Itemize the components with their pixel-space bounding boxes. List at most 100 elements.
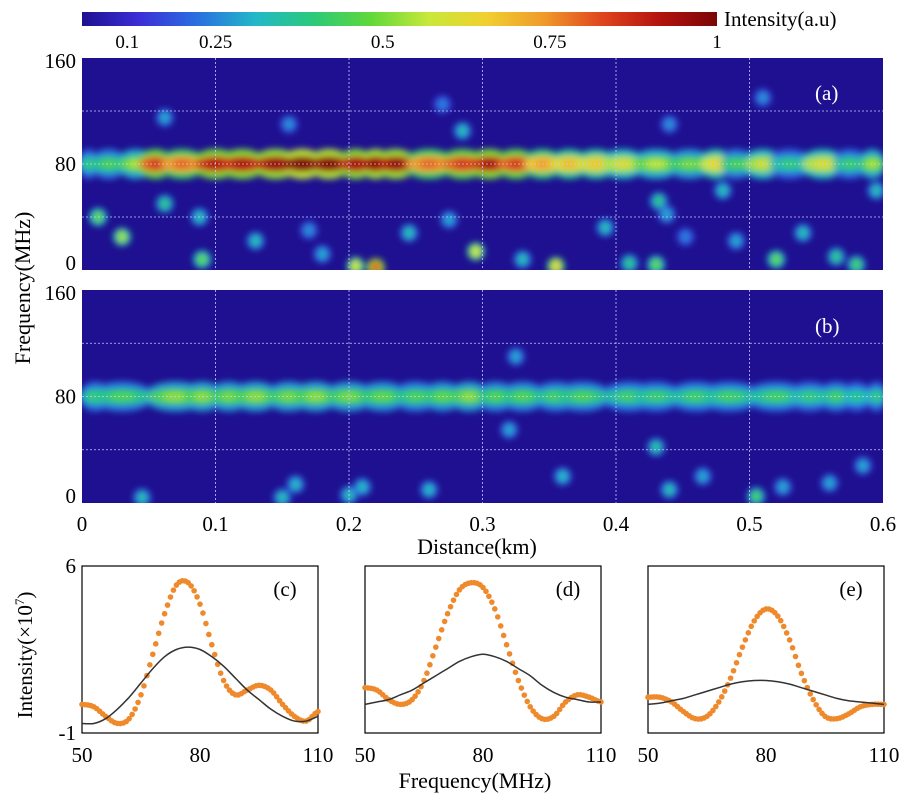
- heat-spot: [651, 441, 662, 454]
- heat-spot: [600, 221, 611, 234]
- line-c-dot: [155, 630, 162, 637]
- band-core: [763, 392, 789, 401]
- line-c-dot: [223, 683, 230, 689]
- line-panel-c-ytick: -1: [59, 721, 77, 745]
- line-panel-c-ytick: 6: [66, 554, 77, 578]
- colorbar-tick-label: 0.25: [199, 32, 232, 53]
- band-core: [849, 392, 863, 401]
- heatmap-b-xtick: 0.3: [469, 512, 495, 536]
- line-e-dot: [727, 675, 734, 681]
- heatmap-b-xtick: 0.5: [736, 512, 762, 536]
- line-panel-e-xtick: 50: [638, 743, 659, 767]
- band-core: [841, 160, 858, 168]
- line-e-dot: [751, 618, 757, 624]
- band-core: [872, 392, 881, 401]
- heat-spot: [159, 111, 170, 124]
- band-core: [84, 160, 93, 168]
- line-c-dot: [158, 620, 165, 626]
- heat-spot: [624, 257, 635, 270]
- line-e-dot: [733, 659, 740, 666]
- band-core: [716, 392, 743, 401]
- line-d-dot: [412, 693, 418, 699]
- heat-spot: [664, 118, 675, 131]
- heat-spot: [424, 483, 435, 496]
- heatmap-b-xtick: 0: [77, 512, 88, 536]
- line-e-dot: [745, 630, 752, 636]
- line-panel-d-frame: [364, 565, 602, 734]
- heat-spot: [664, 483, 675, 496]
- line-e-dot: [777, 617, 784, 624]
- line-e-dot: [780, 623, 787, 630]
- line-c-dot: [194, 594, 200, 600]
- line-e-dot: [783, 630, 790, 636]
- heat-spot: [771, 253, 782, 266]
- colorbar-tick-label: 0.75: [533, 32, 566, 53]
- line-panel-e-xtick: 110: [869, 743, 900, 767]
- line-c-dot: [170, 587, 177, 593]
- heatmap-b-ytick: 0: [66, 484, 77, 508]
- line-e-dot: [775, 613, 781, 619]
- line-e-dot: [718, 694, 725, 700]
- heat-spot: [751, 490, 762, 503]
- line-c-dot: [191, 587, 197, 594]
- line-e-dot: [716, 699, 722, 705]
- line-e-dot: [721, 688, 728, 694]
- heat-spot: [350, 260, 361, 270]
- heat-spot: [550, 260, 561, 270]
- heat-spot: [197, 253, 208, 266]
- line-d-dot: [447, 603, 454, 610]
- colorbar-tick-label: 0.5: [371, 32, 395, 53]
- heatmap-x-axis-label: Distance(km): [417, 534, 537, 559]
- line-e-dot: [789, 645, 796, 651]
- heatmap-a-marks: [82, 88, 883, 270]
- heat-spot: [757, 91, 768, 104]
- band-core: [828, 392, 844, 401]
- band-core: [338, 392, 360, 401]
- line-d-dot: [450, 597, 457, 603]
- line-d-dot: [424, 670, 430, 676]
- line-e-dot: [739, 644, 746, 650]
- line-c-dot: [152, 641, 159, 647]
- line-e-dot: [816, 706, 822, 713]
- heat-spot: [857, 459, 868, 472]
- line-e-dot: [786, 637, 793, 643]
- heat-spot: [437, 98, 448, 111]
- heat-spot: [517, 253, 528, 266]
- heat-spot: [731, 234, 742, 247]
- line-y-axis-label-exp: 7: [12, 598, 27, 605]
- line-panel-e-label: (e): [839, 577, 862, 601]
- line-e-dot: [801, 677, 808, 684]
- line-panel-e-frame: [647, 565, 885, 734]
- line-c-dot: [135, 699, 141, 706]
- line-d-dot: [453, 591, 460, 598]
- line-panel-e-xtick: 80: [756, 743, 777, 767]
- line-d-dot: [492, 606, 498, 612]
- colorbar-tick-label: 1: [712, 32, 722, 53]
- line-c-dot: [203, 620, 209, 627]
- line-panel-c-xtick: 110: [303, 743, 334, 767]
- heatmap-a-ytick: 0: [66, 251, 77, 275]
- band-core: [645, 392, 667, 401]
- heatmap-b-xtick: 0.2: [336, 512, 362, 536]
- line-d-dot: [415, 689, 421, 695]
- heat-spot: [697, 470, 708, 483]
- line-d-dot: [494, 614, 501, 620]
- heat-spot: [250, 234, 261, 247]
- heat-spot: [303, 224, 314, 237]
- line-e-dot: [713, 703, 719, 710]
- line-e-series-line: [647, 679, 885, 706]
- band-core: [780, 160, 800, 168]
- line-x-axis-label: Frequency(MHz): [399, 768, 552, 793]
- heatmap-b-ytick: 80: [55, 385, 76, 409]
- band-core: [460, 392, 478, 401]
- line-d-dot: [527, 703, 533, 710]
- line-panel-c-xtick: 80: [190, 743, 211, 767]
- heatmap-a: (a) 0 80 160: [45, 49, 883, 275]
- line-c-dot: [138, 692, 144, 698]
- line-panel-e: (e) 50 80 110: [638, 565, 900, 767]
- line-e-dot: [748, 623, 755, 630]
- line-c-dot: [206, 631, 212, 638]
- colorbar-gradient: [82, 12, 717, 26]
- line-c-dot: [129, 711, 135, 718]
- colorbar-ticks: 0.1 0.25 0.5 0.75 1: [115, 32, 721, 53]
